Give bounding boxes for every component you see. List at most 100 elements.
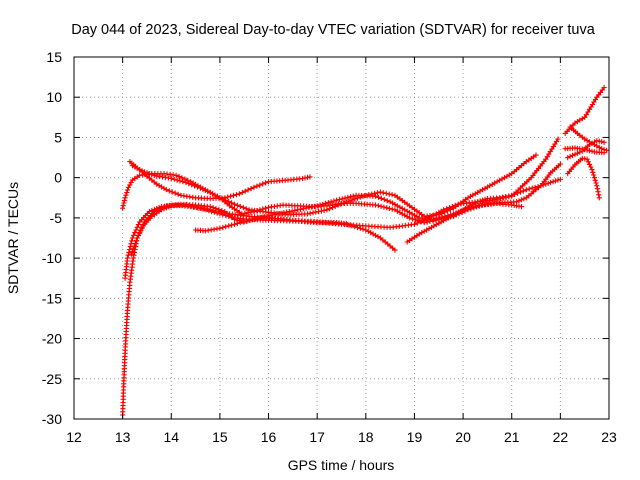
data-point-marker	[131, 243, 137, 249]
data-point-marker	[518, 197, 525, 203]
data-point-marker	[130, 246, 136, 252]
data-point-marker	[331, 198, 337, 204]
data-point-marker	[194, 184, 201, 190]
data-point-marker	[516, 198, 522, 204]
data-point-marker	[381, 196, 387, 203]
data-point-marker	[503, 194, 509, 200]
x-tick-label: 17	[309, 429, 325, 445]
data-point-marker	[251, 208, 257, 215]
data-point-marker	[345, 194, 351, 200]
data-point-marker	[535, 183, 541, 190]
data-point-marker	[569, 152, 576, 158]
data-point-marker	[389, 192, 395, 198]
data-point-marker	[439, 210, 445, 216]
data-point-marker	[372, 202, 379, 208]
chart-title: Day 044 of 2023, Sidereal Day-to-day VTE…	[71, 22, 595, 38]
data-point-marker	[310, 210, 316, 216]
data-point-marker	[381, 204, 387, 210]
data-point-marker	[557, 161, 563, 167]
data-point-marker	[286, 209, 292, 215]
data-point-marker	[475, 199, 481, 205]
series-track-7	[193, 215, 349, 234]
data-point-marker	[594, 186, 600, 192]
data-point-marker	[380, 190, 386, 196]
data-point-marker	[567, 153, 573, 160]
data-point-marker	[565, 155, 571, 161]
x-tick-label: 19	[407, 429, 423, 445]
data-point-marker	[233, 192, 239, 198]
data-point-marker	[596, 195, 602, 201]
data-point-marker	[229, 222, 235, 228]
data-point-marker	[260, 206, 266, 212]
data-point-marker	[585, 159, 591, 165]
data-point-marker	[590, 169, 596, 175]
data-point-marker	[149, 171, 155, 177]
data-point-marker	[146, 208, 152, 215]
data-point-marker	[234, 202, 240, 208]
data-point-marker	[240, 205, 246, 211]
data-point-marker	[237, 203, 243, 210]
data-point-marker	[389, 206, 395, 212]
data-point-marker	[586, 148, 593, 154]
data-point-marker	[526, 186, 532, 192]
data-point-marker	[292, 207, 298, 213]
data-point-marker	[177, 178, 183, 184]
data-point-marker	[375, 203, 381, 209]
data-point-marker	[343, 220, 349, 227]
data-point-marker	[300, 175, 306, 182]
data-point-marker	[205, 188, 211, 195]
x-tick-label: 18	[358, 429, 374, 445]
data-point-marker	[500, 194, 506, 200]
data-point-marker	[584, 156, 590, 162]
data-point-marker	[254, 208, 260, 214]
data-point-marker	[231, 221, 238, 227]
y-tick-label: 10	[46, 89, 62, 105]
data-point-marker	[173, 172, 179, 178]
plot-frame	[73, 56, 610, 420]
data-point-marker	[352, 224, 358, 230]
data-point-marker	[360, 226, 366, 232]
data-point-marker	[520, 188, 526, 194]
data-point-marker	[433, 217, 439, 223]
data-point-marker	[192, 183, 198, 189]
data-point-marker	[135, 232, 141, 238]
data-point-marker	[125, 252, 131, 258]
y-tick-label: -20	[42, 331, 62, 347]
data-point-marker	[555, 177, 561, 183]
data-point-marker	[418, 219, 424, 225]
data-point-marker	[239, 211, 245, 217]
data-point-marker	[127, 244, 133, 250]
data-point-marker	[257, 182, 263, 188]
data-point-marker	[161, 204, 167, 210]
data-point-marker	[254, 183, 260, 189]
data-point-marker	[216, 206, 222, 213]
data-point-marker	[210, 205, 216, 211]
data-point-marker	[225, 194, 231, 200]
data-point-marker	[574, 150, 580, 156]
data-point-marker	[378, 195, 384, 201]
data-point-marker	[237, 220, 243, 226]
data-point-marker	[156, 206, 162, 212]
data-point-marker	[442, 209, 448, 215]
data-point-marker	[176, 173, 182, 180]
data-point-marker	[594, 183, 600, 189]
data-point-marker	[375, 194, 382, 200]
data-point-marker	[134, 235, 140, 241]
data-point-marker	[242, 210, 248, 216]
data-point-marker	[229, 200, 235, 206]
data-point-marker	[540, 182, 546, 188]
data-point-marker	[236, 191, 242, 197]
data-point-marker	[584, 147, 590, 153]
data-point-marker	[248, 209, 254, 215]
data-point-marker	[138, 227, 144, 233]
data-point-marker	[260, 181, 266, 187]
data-point-marker	[133, 227, 139, 233]
x-axis-label: GPS time / hours	[288, 457, 395, 473]
data-point-marker	[183, 179, 189, 186]
data-point-marker	[245, 187, 251, 193]
data-point-marker	[132, 240, 138, 246]
data-point-marker	[383, 190, 389, 196]
data-point-marker	[369, 191, 375, 197]
data-point-marker	[436, 212, 442, 218]
